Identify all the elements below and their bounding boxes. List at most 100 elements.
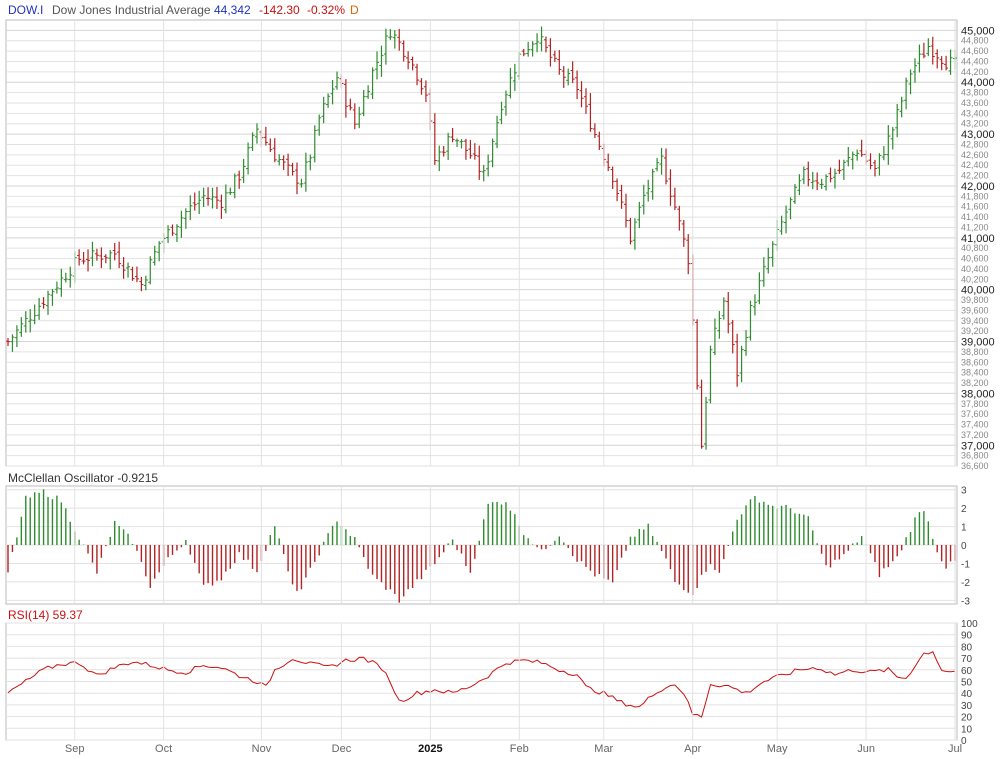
- price-change-pct: -0.32%: [307, 3, 345, 17]
- price-tick-label: 37,200: [961, 430, 989, 440]
- ohlc-bar: [566, 68, 571, 86]
- x-tick-label: Oct: [155, 743, 172, 755]
- ohlc-bar: [832, 168, 837, 189]
- ohlc-bar: [437, 145, 442, 172]
- ohlc-bar: [801, 166, 806, 185]
- ohlc-bar: [290, 162, 295, 176]
- ohlc-bar: [521, 48, 526, 57]
- ohlc-bar: [117, 241, 122, 269]
- ohlc-bar: [406, 51, 411, 70]
- ohlc-bar: [935, 49, 940, 69]
- ohlc-bar: [655, 158, 660, 172]
- ohlc-bar: [397, 28, 402, 51]
- price-tick-label: 40,000: [961, 285, 995, 297]
- ohlc-bar: [712, 318, 717, 356]
- ohlc-bar: [588, 93, 593, 132]
- ohlc-bar: [419, 78, 424, 95]
- oscillator-tick-label: 0: [961, 541, 967, 552]
- ohlc-bar: [503, 90, 508, 116]
- ohlc-bar: [561, 66, 566, 88]
- ohlc-bar: [721, 297, 726, 320]
- ohlc-bar: [752, 294, 757, 316]
- ohlc-bar: [14, 325, 19, 348]
- price-tick-label: 42,600: [961, 150, 989, 160]
- rsi-tick-label: 100: [961, 619, 978, 630]
- ohlc-bar: [810, 171, 815, 190]
- ohlc-bar: [112, 242, 117, 261]
- rsi-line: [7, 651, 956, 718]
- ohlc-bar: [206, 187, 211, 206]
- symbol-label[interactable]: DOW.I: [8, 3, 43, 17]
- price-tick-label: 39,200: [961, 326, 989, 336]
- ohlc-bar: [263, 126, 268, 146]
- x-tick-label: Nov: [252, 743, 272, 755]
- ohlc-bar: [37, 297, 42, 320]
- ohlc-bar: [446, 132, 451, 161]
- ohlc-bar: [383, 28, 388, 65]
- ohlc-bar: [241, 158, 246, 184]
- rsi-label: RSI(14) 59.37: [8, 608, 83, 622]
- x-tick-label: Mar: [594, 743, 613, 755]
- oscillator-tick-label: 2: [961, 504, 967, 515]
- ohlc-bar: [815, 172, 820, 191]
- ohlc-bar: [410, 56, 415, 71]
- ohlc-bar: [757, 272, 762, 305]
- ohlc-bar: [361, 89, 366, 117]
- ohlc-bar: [174, 224, 179, 243]
- ohlc-bar: [94, 248, 99, 261]
- ohlc-bar: [508, 67, 513, 99]
- ohlc-bar: [726, 291, 731, 334]
- ohlc-bar: [499, 101, 504, 125]
- ohlc-bar: [246, 142, 251, 175]
- ohlc-bar: [250, 132, 255, 151]
- ohlc-bar: [650, 168, 655, 200]
- ohlc-bar: [868, 153, 873, 170]
- price-tick-label: 44,000: [961, 77, 995, 89]
- ohlc-bar: [134, 266, 139, 283]
- ohlc-bar: [455, 138, 460, 148]
- price-tick-label: 36,600: [961, 461, 989, 471]
- ohlc-bar: [432, 113, 437, 165]
- price-tick-label: 38,800: [961, 347, 989, 357]
- price-tick-label: 39,800: [961, 295, 989, 305]
- ohlc-bar: [850, 151, 855, 170]
- ohlc-bar: [926, 38, 931, 57]
- interval-label[interactable]: D: [350, 3, 359, 17]
- ohlc-bar: [930, 36, 935, 65]
- oscillator-label: McClellan Oscillator -0.9215: [8, 471, 158, 485]
- ohlc-bar: [739, 345, 744, 383]
- ohlc-bar: [659, 147, 664, 175]
- price-change: -142.30: [259, 3, 300, 17]
- ohlc-bar: [281, 155, 286, 171]
- ohlc-bar: [557, 50, 562, 75]
- ohlc-bar: [535, 33, 540, 53]
- ohlc-bar: [704, 396, 709, 450]
- price-tick-label: 38,200: [961, 378, 989, 388]
- ohlc-bar: [530, 41, 535, 57]
- ohlc-bar: [32, 304, 37, 325]
- ohlc-bar: [623, 193, 628, 228]
- ohlc-bar: [468, 139, 473, 159]
- ohlc-bar: [59, 268, 64, 297]
- ohlc-bar: [197, 190, 202, 215]
- ohlc-bar: [610, 166, 615, 189]
- price-tick-label: 38,600: [961, 357, 989, 367]
- ohlc-bar: [512, 63, 517, 92]
- ohlc-bar: [272, 138, 277, 163]
- ohlc-bar: [370, 67, 375, 99]
- x-tick-label: Dec: [332, 743, 352, 755]
- ohlc-bar: [917, 44, 922, 73]
- price-tick-label: 41,800: [961, 191, 989, 201]
- price-tick-label: 40,800: [961, 243, 989, 253]
- ohlc-bar: [366, 85, 371, 99]
- ohlc-bar: [606, 153, 611, 172]
- ohlc-bar: [277, 154, 282, 166]
- ohlc-bar: [348, 98, 353, 111]
- x-tick-label: May: [767, 743, 788, 755]
- ohlc-bar: [401, 40, 406, 62]
- ohlc-bar: [641, 184, 646, 215]
- ohlc-bar: [637, 201, 642, 229]
- ohlc-bar: [54, 281, 59, 294]
- price-tick-label: 38,000: [961, 388, 995, 400]
- price-tick-label: 41,200: [961, 222, 989, 232]
